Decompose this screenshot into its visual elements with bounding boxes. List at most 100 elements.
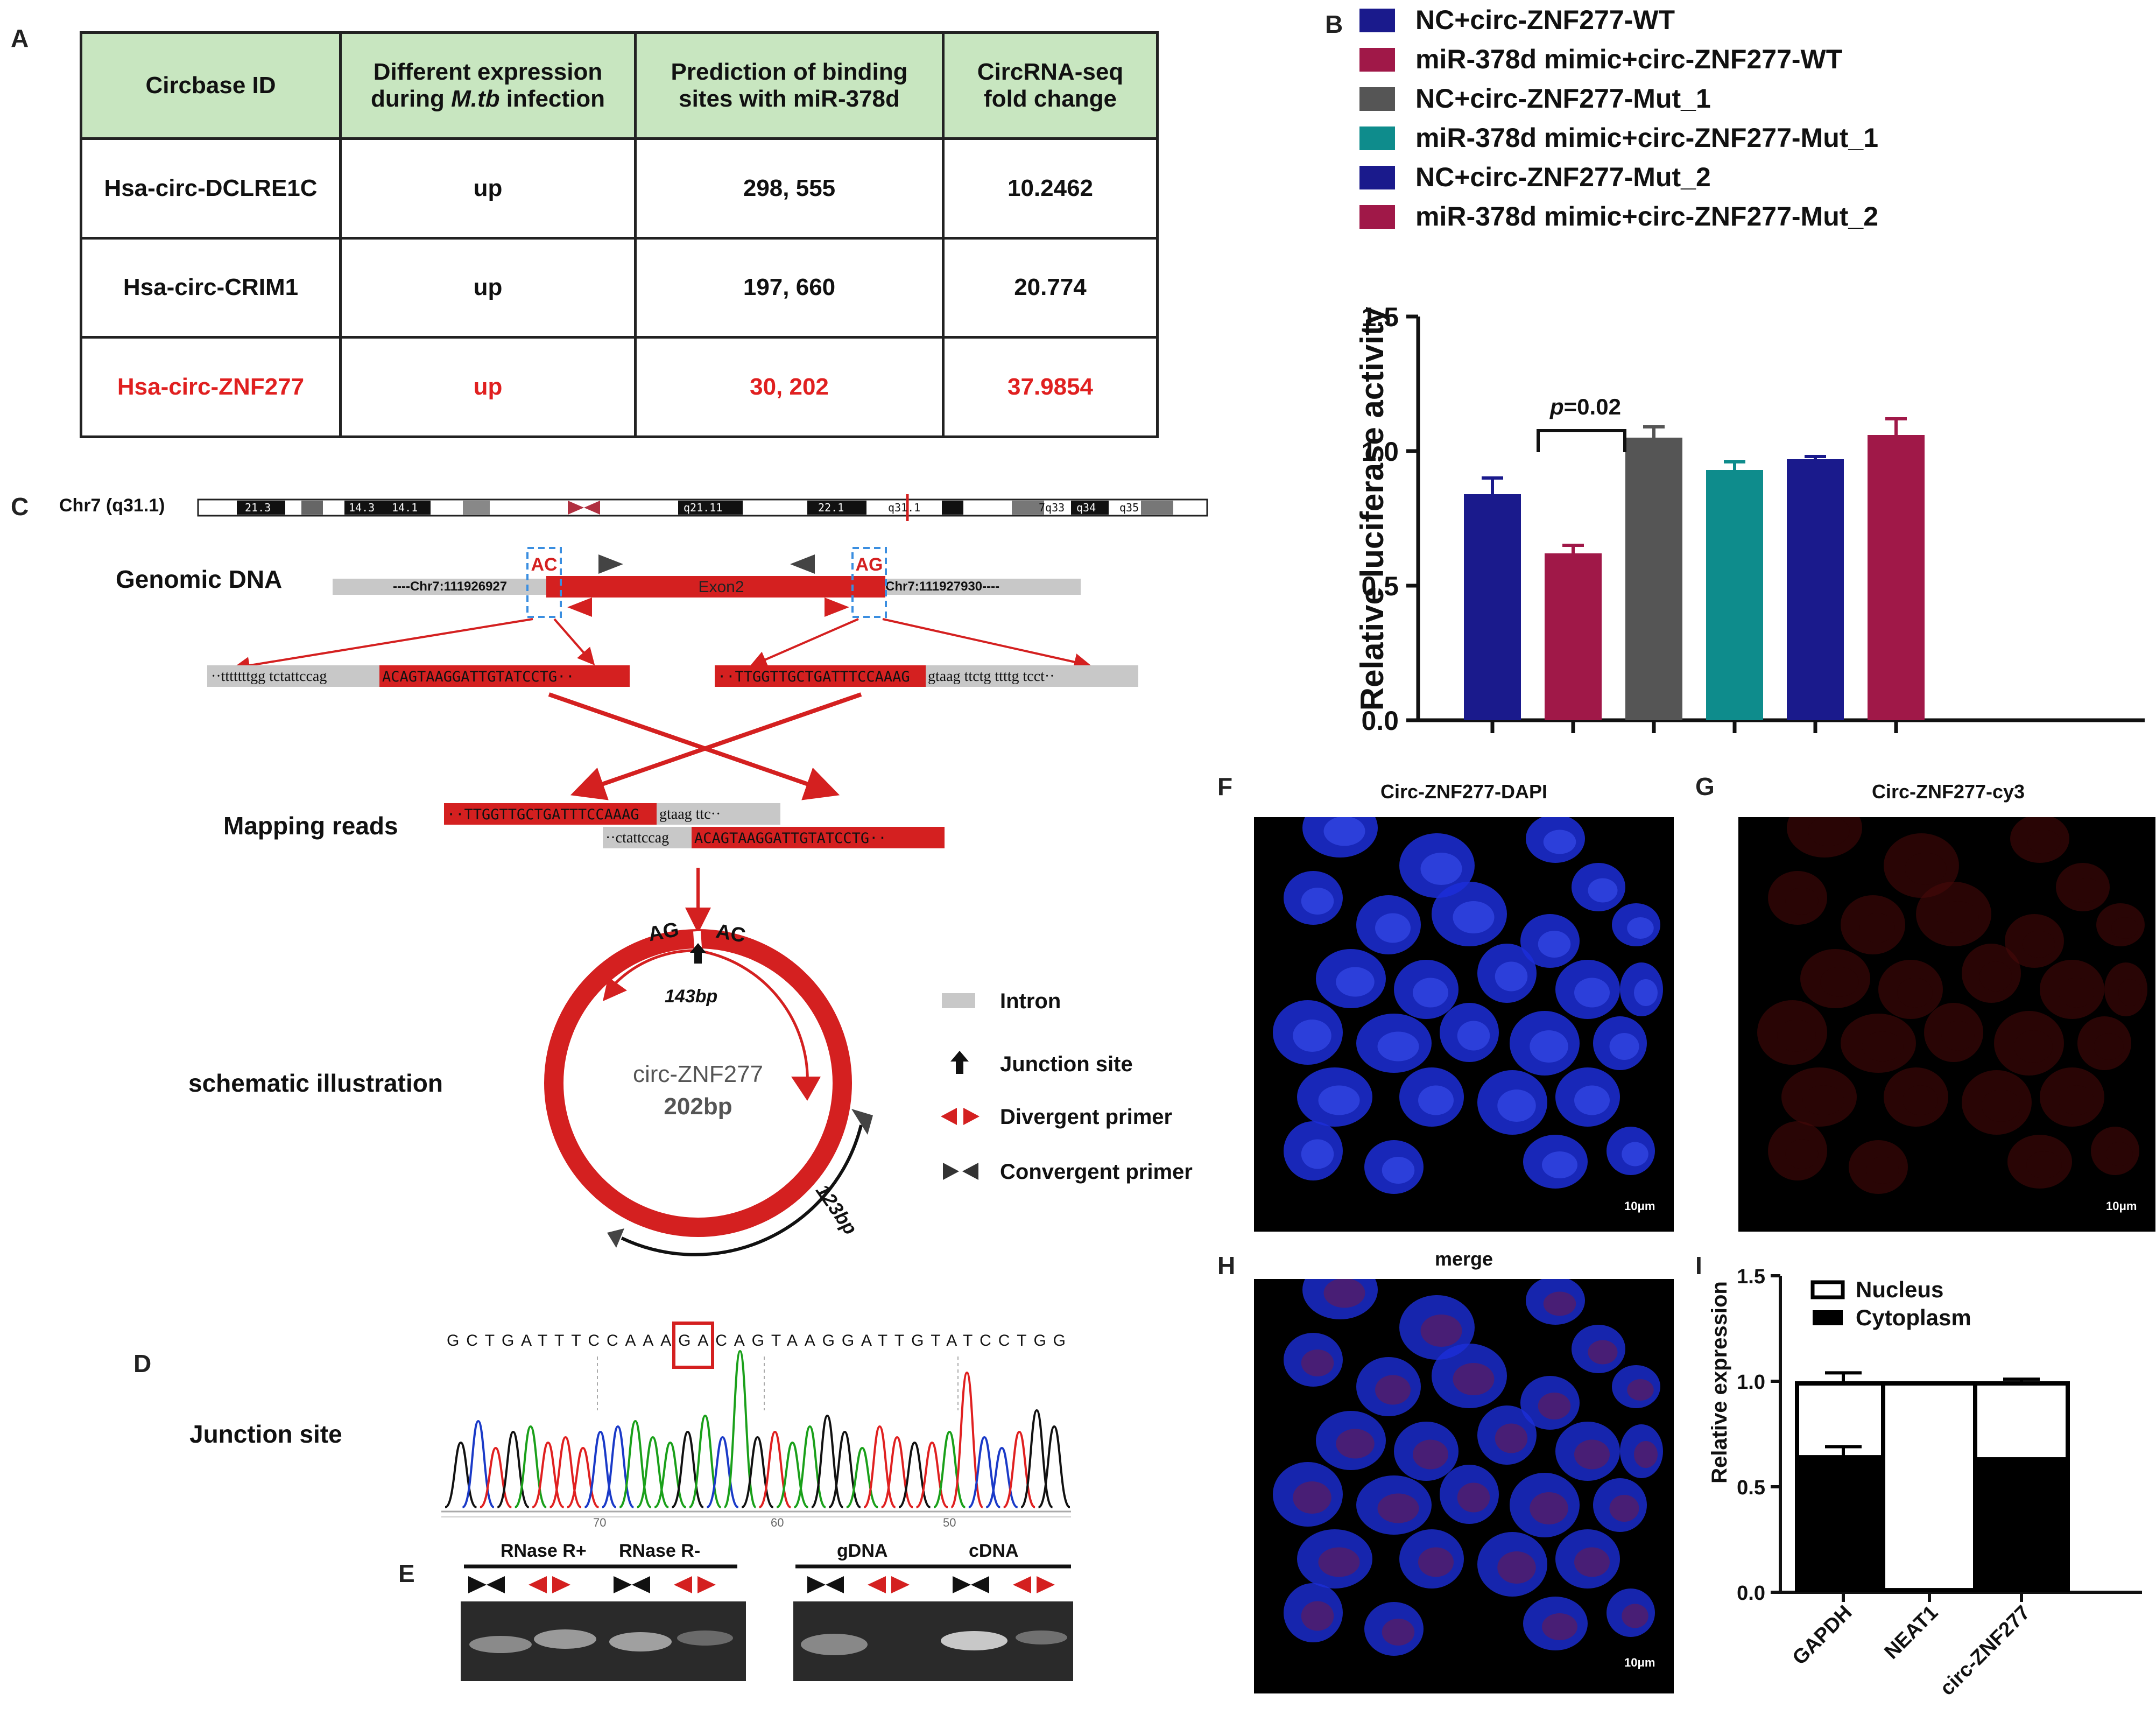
nucleus-detail: [2072, 878, 2102, 903]
panel-label-b: B: [1325, 10, 1343, 38]
legend-label: Cytoplasm: [1856, 1305, 1971, 1330]
trace-peak: [950, 1371, 984, 1508]
nucleus-detail: [2026, 1151, 2062, 1178]
cell-fold: 10.2462: [942, 137, 1159, 240]
nucleus-detail: [1905, 853, 1947, 885]
nucleus-detail: [1979, 961, 2012, 992]
svg-text:Junction site: Junction site: [1000, 1052, 1133, 1076]
y-tick-label: 1.5: [1361, 302, 1399, 332]
nucleus-detail: [1802, 1085, 1844, 1115]
y-tick-label: 0.5: [1361, 571, 1399, 601]
y-tick-label: 1.0: [1737, 1371, 1765, 1394]
luciferase-bars: [1464, 417, 1925, 720]
svg-text:----Chr7:111926927: ----Chr7:111926927: [393, 579, 507, 594]
nucleus-detail: [1634, 1441, 1658, 1468]
nucleus-detail: [1542, 1613, 1577, 1640]
dapi-title: Circ-ZNF277-DAPI: [1380, 781, 1548, 803]
cell-expr: up: [339, 236, 637, 339]
luciferase-axes: 0.0 0.5 1.0 1.5: [1361, 302, 2145, 736]
nucleus-detail: [1453, 1363, 1495, 1395]
cell-sites: 298, 555: [634, 137, 945, 240]
nucleus-detail: [1530, 1030, 1568, 1063]
x-tick-label: circ-ZNF277: [1936, 1601, 2035, 1700]
trace-peak: [723, 1350, 757, 1508]
panel-label-e: E: [398, 1559, 415, 1587]
trace-peak: [776, 1441, 809, 1508]
merge-title: merge: [1434, 1248, 1493, 1270]
nucleus-detail: [2014, 1030, 2053, 1063]
legend-swatch: [1359, 126, 1395, 150]
header-circbase-id: Circbase ID: [80, 31, 342, 140]
svg-text:AG: AG: [646, 918, 680, 946]
nucleus-detail: [1543, 830, 1576, 854]
svg-text:22.1: 22.1: [818, 501, 844, 514]
nucleus-detail: [1941, 1021, 1975, 1051]
mapping-reads-label: Mapping reads: [223, 812, 398, 840]
trace-peak: [985, 1446, 1018, 1508]
gel-primer-icons: [468, 1576, 1055, 1593]
nucleus-detail: [2027, 830, 2061, 854]
nucleus-bar: [1973, 1381, 2070, 1462]
nucleus-detail: [2118, 979, 2142, 1006]
nucleus-detail: [1574, 1085, 1610, 1115]
header-expression: Different expression during M.tb infectio…: [339, 31, 637, 140]
genomic-dna-label: Genomic DNA: [116, 565, 282, 593]
legend-swatch: [1359, 9, 1395, 32]
svg-text:143bp: 143bp: [665, 986, 717, 1007]
svg-text:202bp: 202bp: [664, 1093, 732, 1120]
svg-text:10μm: 10μm: [2106, 1199, 2137, 1213]
svg-text:RNase R-: RNase R-: [619, 1541, 700, 1561]
nucleus-detail: [1777, 1020, 1816, 1052]
svg-text:10μm: 10μm: [1624, 1656, 1655, 1669]
nucleus-detail: [1859, 913, 1895, 943]
nucleus-detail: [1323, 817, 1365, 846]
svg-text:circ-ZNF277: circ-ZNF277: [633, 1061, 763, 1087]
ac-box: [526, 547, 562, 618]
nucleus-detail: [1293, 1481, 1331, 1514]
luciferase-bar: [1625, 438, 1682, 720]
luciferase-chart: NC+circ-ZNF277-WT miR-378d mimic+circ-ZNF…: [1354, 5, 2145, 736]
trace-peak: [567, 1446, 600, 1508]
table-row: Hsa-circ-CRIM1 up 197, 660 20.774: [80, 236, 1159, 339]
nucleus-detail: [1457, 1021, 1490, 1051]
nucleus-detail: [1574, 1547, 1610, 1577]
junction-site-label: Junction site: [189, 1420, 342, 1448]
svg-text:70: 70: [593, 1516, 606, 1529]
svg-text:10μm: 10μm: [1624, 1199, 1655, 1213]
nucleus-detail: [1542, 1151, 1577, 1178]
panel-label-a: A: [11, 24, 29, 52]
trace-peak: [706, 1436, 739, 1508]
nucleus-detail: [1897, 978, 1933, 1008]
cell-fold: 37.9854: [942, 336, 1159, 438]
svg-text:gDNA: gDNA: [837, 1541, 887, 1561]
convergent-primer-icon: [943, 1163, 978, 1180]
legend-swatch: [1359, 48, 1395, 72]
cell-expr: up: [339, 137, 637, 240]
panel-label-h: H: [1217, 1252, 1236, 1280]
nucleus-detail: [1622, 1604, 1648, 1628]
table-header-row: Circbase ID Different expression during M…: [80, 31, 1159, 140]
cytoplasm-bar: [1795, 1457, 1892, 1592]
junction-box: [672, 1322, 714, 1369]
nucleus-detail: [1301, 1139, 1334, 1169]
nucleus-detail: [1530, 1492, 1568, 1524]
legend-swatch-cytoplasm: [1813, 1310, 1843, 1325]
svg-text:gtaag ttctg ttttg tcct··: gtaag ttctg ttttg tcct··: [928, 668, 1055, 685]
dapi-image: 10μm: [1254, 817, 1674, 1232]
x-tick-label: NEAT1: [1880, 1601, 1943, 1664]
table-row: Hsa-circ-ZNF277 up 30, 202 37.9854: [80, 336, 1159, 438]
ag-box: [851, 547, 887, 618]
nucleus-detail: [1609, 1033, 1639, 1060]
panel-label-f: F: [1217, 772, 1233, 800]
chromosome-ideogram: 21.3 14.3 14.1 q21.11 22.1 q31.1 7q33 q3…: [197, 494, 1208, 521]
nucleus-detail: [1627, 917, 1654, 939]
y-tick-label: 1.5: [1737, 1266, 1765, 1288]
svg-text:RNase R+: RNase R+: [501, 1541, 587, 1561]
trace-peak: [1003, 1430, 1036, 1508]
cell-id: Hsa-circ-DCLRE1C: [80, 137, 342, 240]
svg-text:p=0.02: p=0.02: [1549, 394, 1621, 419]
nucleus-detail: [1866, 1157, 1899, 1184]
legend-swatch: [1359, 166, 1395, 189]
nucleus-detail: [1627, 1379, 1654, 1401]
chromatogram-traces: [445, 1350, 1070, 1508]
